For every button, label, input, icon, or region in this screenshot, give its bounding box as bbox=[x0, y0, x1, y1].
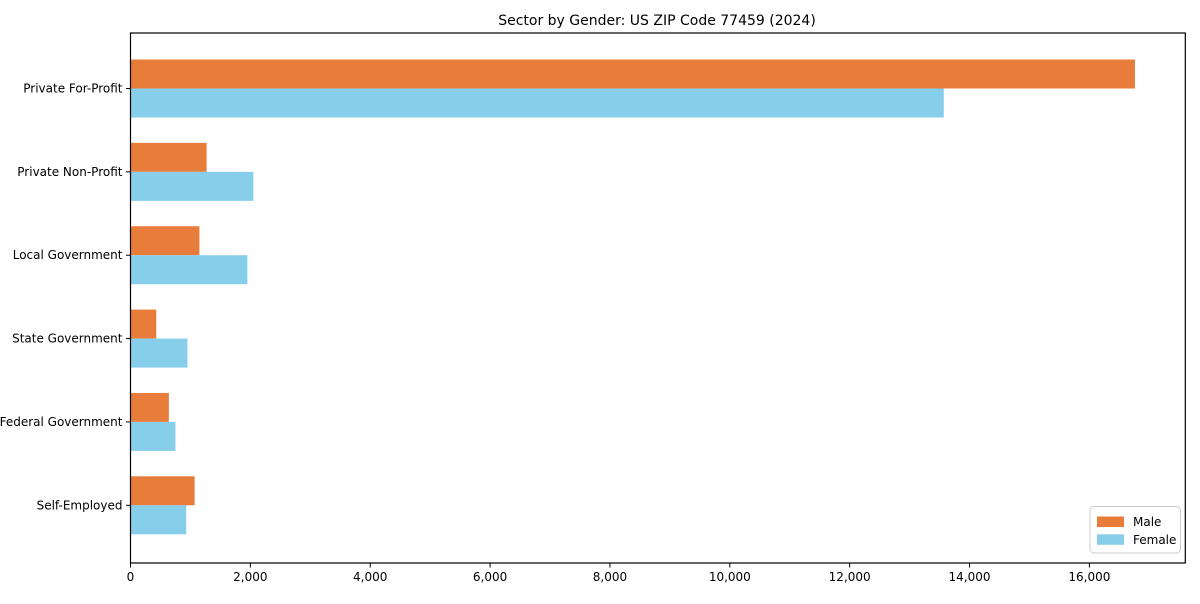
bar-male-local-government bbox=[130, 226, 200, 256]
y-tick-label-state-government: State Government bbox=[12, 332, 123, 346]
bar-male-state-government bbox=[130, 309, 157, 339]
x-tick-label: 4,000 bbox=[353, 570, 387, 584]
x-tick-label: 16,000 bbox=[1068, 570, 1110, 584]
bar-male-private-non-profit bbox=[130, 142, 207, 172]
legend-swatch-male bbox=[1097, 516, 1124, 527]
x-tick-label: 12,000 bbox=[829, 570, 871, 584]
plot-area: 0 2,000 4,000 6,000 8,000 10,000 12,000 14,000 1… bbox=[0, 32, 1186, 584]
x-tick-label: 8,000 bbox=[593, 570, 627, 584]
x-tick-label: 2,000 bbox=[233, 570, 267, 584]
y-tick-label-federal-government: Federal Government bbox=[0, 415, 123, 429]
y-tick-label-self-employed: Self-Employed bbox=[37, 498, 123, 512]
x-tick-label: 10,000 bbox=[709, 570, 751, 584]
legend-label-female: Female bbox=[1133, 533, 1176, 547]
y-tick-label-private-for-profit: Private For-Profit bbox=[23, 82, 123, 96]
y-tick-label-private-non-profit: Private Non-Profit bbox=[17, 165, 123, 179]
chart-title: Sector by Gender: US ZIP Code 77459 (202… bbox=[498, 13, 816, 29]
y-tick-label-local-government: Local Government bbox=[13, 248, 123, 262]
bar-male-federal-government bbox=[130, 392, 169, 422]
bar-male-self-employed bbox=[130, 476, 195, 506]
plot-border bbox=[129, 32, 1186, 564]
x-tick-label: 14,000 bbox=[949, 570, 991, 584]
x-tick-label: 6,000 bbox=[473, 570, 507, 584]
x-tick-label: 0 bbox=[127, 570, 135, 584]
bar-female-state-government bbox=[130, 338, 188, 368]
bar-female-self-employed bbox=[130, 505, 187, 535]
bar-female-local-government bbox=[130, 255, 248, 285]
legend-label-male: Male bbox=[1133, 515, 1161, 529]
bar-female-federal-government bbox=[130, 421, 176, 451]
bar-female-private-non-profit bbox=[130, 171, 254, 201]
bar-male-private-for-profit bbox=[130, 59, 1135, 89]
legend-swatch-female bbox=[1097, 534, 1124, 545]
bar-female-private-for-profit bbox=[130, 88, 944, 118]
